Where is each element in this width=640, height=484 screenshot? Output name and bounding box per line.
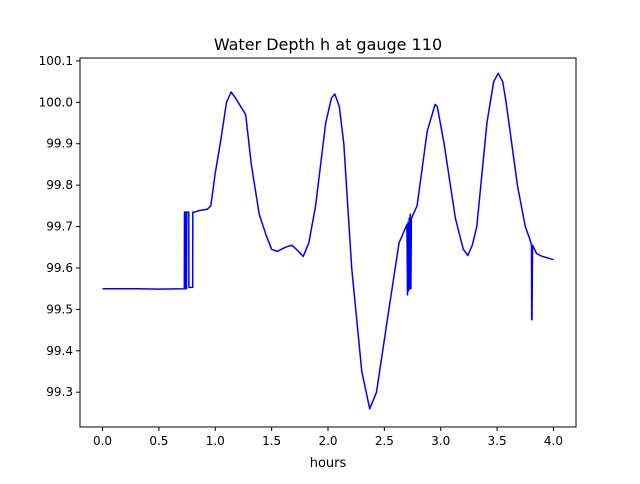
y-tick-label: 99.8	[46, 178, 73, 192]
y-tick-label: 99.5	[46, 302, 73, 316]
y-tick-label: 100.1	[39, 54, 73, 68]
x-tick-label: 3.0	[431, 434, 450, 448]
y-tick-label: 99.3	[46, 385, 73, 399]
x-tick-label: 2.5	[375, 434, 394, 448]
x-tick-label: 0.5	[149, 434, 168, 448]
x-axis-label: hours	[310, 456, 347, 471]
x-tick-label: 3.5	[488, 434, 507, 448]
x-tick-label: 1.5	[262, 434, 281, 448]
x-tick-label: 2.0	[318, 434, 337, 448]
y-tick-label: 99.4	[46, 344, 73, 358]
x-tick-label: 1.0	[206, 434, 225, 448]
y-tick-label: 99.6	[46, 261, 73, 275]
y-tick-label: 100.0	[39, 95, 73, 109]
x-tick-label: 4.0	[544, 434, 563, 448]
plot-area: 0.0 0.5 1.0 1.5 2.0 2.5 3.0 3.5 4.0 99.3 99.4 99.5 9…	[39, 54, 577, 448]
x-tick-label: 0.0	[93, 434, 112, 448]
y-tick-label: 99.9	[46, 137, 73, 151]
y-tick-label: 99.7	[46, 220, 73, 234]
series-line-h	[102, 72, 554, 410]
chart-title: Water Depth h at gauge 110	[214, 35, 442, 54]
